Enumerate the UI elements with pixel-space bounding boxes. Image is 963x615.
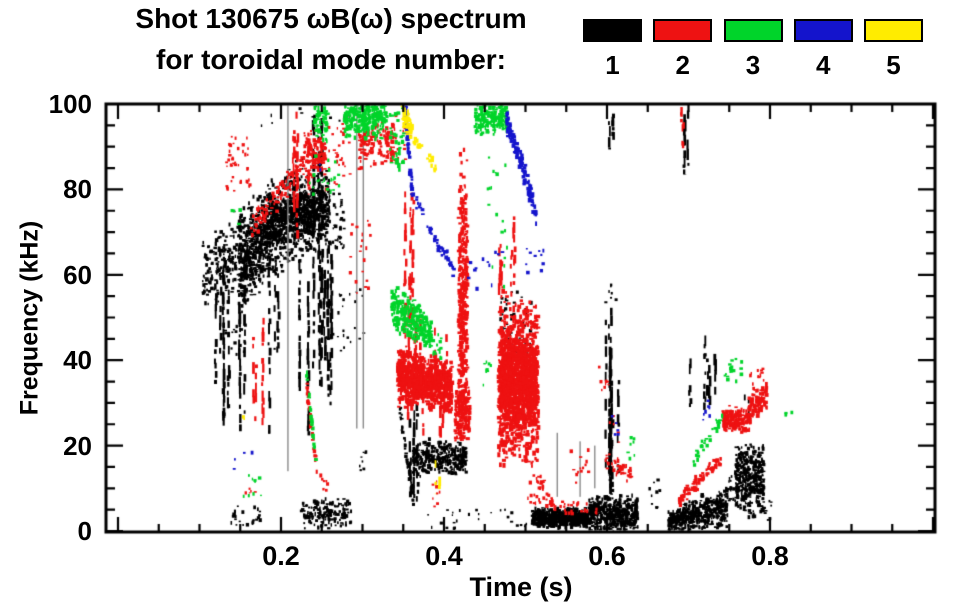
- y-tick-label-20: 20: [63, 430, 92, 461]
- y-tick-label-0: 0: [77, 516, 92, 546]
- chart-title-line1: Shot 130675 ωB(ω) spectrum: [135, 3, 527, 34]
- chart-title: Shot 130675 ωB(ω) spectrum for toroidal …: [108, 2, 554, 77]
- y-tick-label-60: 60: [63, 259, 92, 290]
- x-axis-title: Time (s): [469, 572, 573, 602]
- y-tick-label-100: 100: [48, 89, 92, 119]
- legend-swatch-mode-4: [793, 19, 853, 42]
- legend-swatch-mode-3: [723, 19, 783, 42]
- legend-number-1: 1: [605, 50, 620, 80]
- legend-number-2: 2: [675, 50, 690, 80]
- chart-title-line2: for toroidal mode number:: [156, 44, 506, 75]
- legend-number-4: 4: [816, 50, 831, 80]
- legend-swatch-mode-1: [583, 19, 642, 42]
- y-tick-label-40: 40: [63, 345, 92, 376]
- legend-swatch-mode-5: [864, 19, 923, 42]
- legend-swatch-mode-2: [653, 19, 713, 42]
- x-tick-label-0.4: 0.4: [425, 541, 463, 571]
- x-tick-label-0.8: 0.8: [751, 541, 789, 571]
- legend-number-5: 5: [886, 50, 901, 80]
- x-tick-label-0.6: 0.6: [588, 541, 626, 571]
- x-tick-label-0.2: 0.2: [262, 541, 300, 571]
- y-tick-label-80: 80: [63, 174, 92, 205]
- y-axis-title: Frequency (kHz): [15, 220, 44, 416]
- legend-number-3: 3: [745, 50, 761, 80]
